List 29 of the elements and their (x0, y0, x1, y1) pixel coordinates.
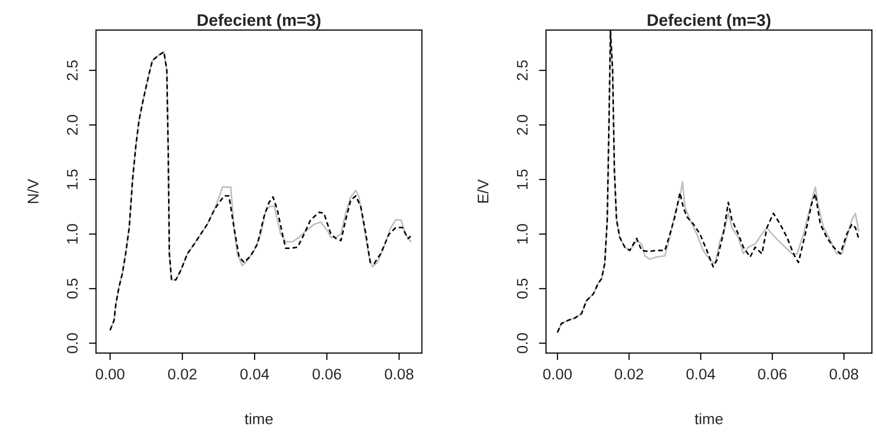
x-axis-title: time (694, 413, 723, 424)
x-tick-label: 0.02 (168, 368, 196, 380)
y-tick-label: 0.5 (66, 278, 78, 299)
chart-title: Defecient (m=3) (648, 14, 770, 30)
line-series (109, 51, 412, 331)
y-tick-label: 2.0 (516, 114, 528, 135)
x-tick-label: 0.00 (96, 368, 124, 380)
x-tick-label: 0.04 (240, 368, 270, 380)
x-tick-label: 0.08 (830, 368, 858, 380)
x-tick-label: 0.06 (312, 368, 342, 380)
y-axis-title: N/V (27, 178, 38, 203)
y-tick-label: 1.5 (517, 170, 528, 189)
x-tick-label: 0.02 (614, 368, 644, 380)
y-tick-label: 2.5 (66, 60, 78, 80)
y-tick-label: 0.5 (516, 278, 528, 299)
y-tick-label: 2.5 (516, 60, 528, 80)
y-tick-label: 0.0 (66, 333, 78, 354)
chart-title: Defecient (m=3) (198, 14, 320, 30)
y-tick-label: 2.0 (66, 114, 78, 135)
y-axis-title: E/V (477, 179, 488, 203)
x-tick-label: 0.08 (384, 368, 414, 380)
x-axis-title: time (244, 413, 273, 424)
y-tick-label: 0.0 (516, 333, 528, 354)
y-tick-label: 1.0 (66, 224, 78, 244)
y-tick-label: 1.5 (67, 170, 78, 189)
x-tick-label: 0.00 (543, 368, 572, 380)
x-tick-label: 0.06 (758, 368, 787, 380)
x-tick-label: 0.04 (686, 368, 716, 380)
y-tick-label: 1.0 (516, 224, 528, 244)
